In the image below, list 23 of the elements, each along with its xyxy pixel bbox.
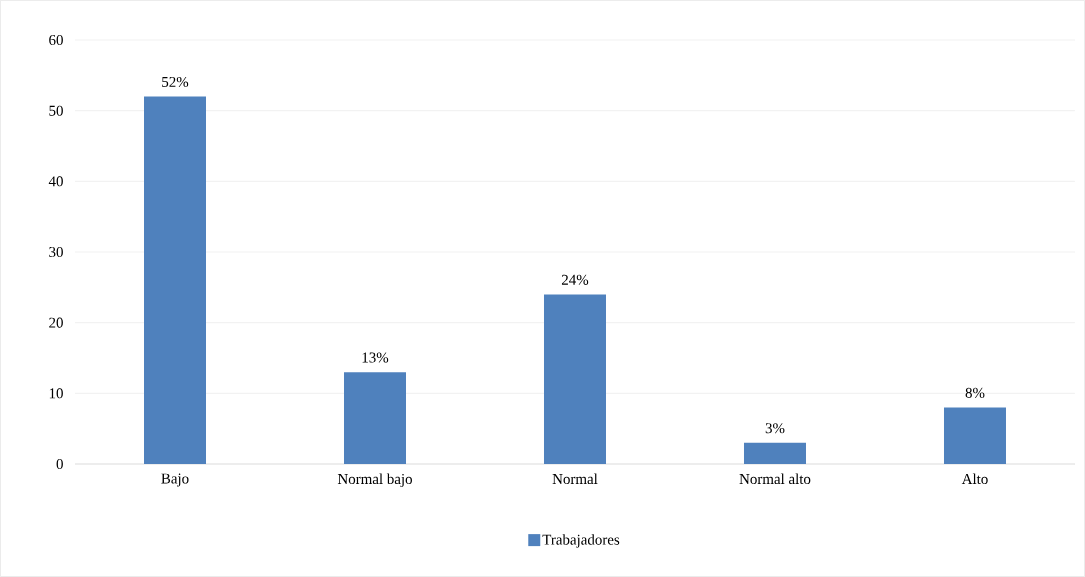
y-tick-label: 30 [49,246,63,258]
y-tick-label: 20 [49,317,63,328]
y-tick-label: 10 [49,388,63,399]
legend-label: Trabajadores [542,534,620,548]
x-tick-label: Normal bajo [337,473,412,488]
x-tick-label: Normal [552,473,598,485]
y-tick-label: 60 [49,34,63,46]
bar [943,407,1006,464]
bar [743,442,806,464]
x-tick-label: Alto [961,473,988,485]
bar [144,96,206,464]
data-label: 24% [561,274,589,285]
x-tick-label: Bajo [161,473,189,487]
bar [543,294,606,464]
y-tick-label: 40 [48,176,63,187]
data-label: 8% [965,387,985,398]
x-tick-label: Normal alto [739,473,811,485]
y-tick-label: 0 [56,458,63,470]
data-label: 3% [765,423,785,434]
data-label: 13% [362,352,389,363]
bar [344,372,406,464]
data-label: 52% [162,76,189,88]
y-tick-label: 50 [49,105,63,116]
